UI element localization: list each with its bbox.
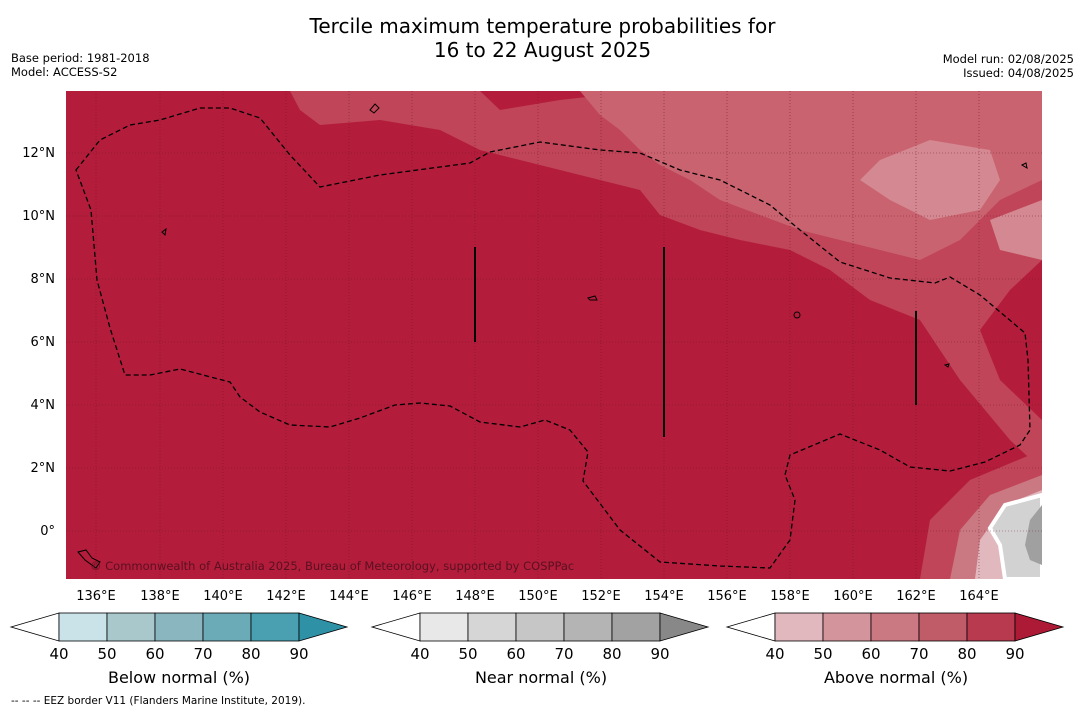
lon-label-140e: 140°E	[203, 589, 243, 604]
lat-label-6n: 6°N	[31, 335, 56, 350]
meta-left: Base period: 1981-2018 Model: ACCESS-S2	[11, 51, 150, 79]
lon-label-152e: 152°E	[581, 589, 621, 604]
eez-note: -- -- -- EEZ border V11 (Flanders Marine…	[11, 695, 306, 707]
near-colorbar-max-arrow	[659, 612, 710, 642]
lon-label-154e: 154°E	[644, 589, 684, 604]
below-colorbar-segment	[154, 612, 204, 642]
copyright-text: © Commonwealth of Australia 2025, Bureau…	[90, 559, 574, 573]
above-normal-label: Above normal (%)	[823, 668, 969, 687]
below-colorbar-segment	[250, 612, 300, 642]
gridlines	[66, 91, 1042, 579]
near-normal-label: Near normal (%)	[474, 668, 608, 687]
near-colorbar-segment	[611, 612, 661, 642]
below-colorbar-min-arrow	[9, 612, 60, 642]
below-colorbar-tick-label: 40	[49, 645, 68, 663]
lon-label-150e: 150°E	[518, 589, 558, 604]
title-line-2: 16 to 22 August 2025	[433, 38, 652, 62]
near-colorbar-segment	[563, 612, 613, 642]
above-50-region-b	[990, 200, 1042, 260]
above-50-region-a	[860, 140, 1000, 220]
title-line-1: Tercile maximum temperature probabilitie…	[309, 14, 776, 38]
above-colorbar-segment	[822, 612, 872, 642]
lon-label-162e: 162°E	[896, 589, 936, 604]
above-colorbar-tick-label: 60	[861, 645, 880, 663]
model-run: Model run: 02/08/2025	[942, 52, 1074, 66]
below-colorbar-tick-label: 80	[241, 645, 260, 663]
colorbars: 40 50 60 70 80 90 40 50 60 70 80 90 40 50 60 70 80 90	[9, 612, 1065, 663]
lon-label-142e: 142°E	[266, 589, 306, 604]
map-title: Tercile maximum temperature probabilitie…	[0, 14, 1085, 62]
near-colorbar-segment	[515, 612, 565, 642]
above-colorbar-tick-label: 90	[1005, 645, 1024, 663]
lon-label-138e: 138°E	[140, 589, 180, 604]
near-colorbar-tick-label: 60	[506, 645, 525, 663]
near-colorbar-tick-label: 40	[410, 645, 429, 663]
near-colorbar-tick-label: 70	[554, 645, 573, 663]
eez-border	[75, 107, 1031, 569]
below-colorbar-tick-label: 70	[193, 645, 212, 663]
below-colorbar-tick-label: 90	[289, 645, 308, 663]
below-colorbar-max-arrow	[298, 612, 349, 642]
above-colorbar-max-arrow	[1014, 612, 1065, 642]
near-colorbar-segment	[419, 612, 469, 642]
below-colorbar: 40 50 60 70 80 90	[9, 612, 349, 663]
lon-label-146e: 146°E	[392, 589, 432, 604]
above-colorbar-tick-label: 80	[957, 645, 976, 663]
near-normal-region	[987, 492, 1042, 579]
lon-label-148e: 148°E	[455, 589, 495, 604]
lon-label-164e: 164°E	[959, 589, 999, 604]
base-period: Base period: 1981-2018	[11, 51, 150, 65]
above-colorbar-tick-label: 70	[909, 645, 928, 663]
above-colorbar-segment	[966, 612, 1016, 642]
near-colorbar: 40 50 60 70 80 90	[370, 612, 710, 663]
below-colorbar-segment	[106, 612, 156, 642]
lat-label-4n: 4°N	[31, 398, 56, 413]
below-colorbar-segment	[58, 612, 108, 642]
below-normal-label: Below normal (%)	[107, 668, 251, 687]
above-colorbar-tick-label: 50	[813, 645, 832, 663]
above-colorbar-tick-label: 40	[765, 645, 784, 663]
above-colorbar-segment	[870, 612, 920, 642]
lat-label-12n: 12°N	[22, 146, 55, 161]
lon-label-136e: 136°E	[76, 589, 116, 604]
islands	[77, 103, 1028, 569]
below-colorbar-segment	[202, 612, 252, 642]
above-colorbar-segment	[918, 612, 968, 642]
lon-label-144e: 144°E	[329, 589, 369, 604]
near-colorbar-tick-label: 50	[458, 645, 477, 663]
near-colorbar-tick-label: 80	[602, 645, 621, 663]
above-colorbar: 40 50 60 70 80 90	[725, 612, 1065, 663]
above-colorbar-segment	[774, 612, 824, 642]
lat-label-0: 0°	[40, 524, 55, 539]
above-colorbar-min-arrow	[725, 612, 776, 642]
near-normal-core	[1025, 505, 1042, 565]
near-colorbar-min-arrow	[370, 612, 421, 642]
model-name: Model: ACCESS-S2	[11, 65, 118, 79]
near-colorbar-tick-label: 90	[650, 645, 669, 663]
latitude-labels: 12°N 10°N 8°N 6°N 4°N 2°N 0°	[22, 146, 55, 539]
meta-right: Model run: 02/08/2025 Issued: 04/08/2025	[943, 52, 1074, 80]
map-area: © Commonwealth of Australia 2025, Bureau…	[66, 91, 1042, 579]
near-colorbar-segment	[467, 612, 517, 642]
lon-label-160e: 160°E	[833, 589, 873, 604]
below-colorbar-tick-label: 60	[145, 645, 164, 663]
longitude-labels: 136°E 138°E 140°E 142°E 144°E 146°E 148°…	[76, 589, 999, 604]
issued-date: Issued: 04/08/2025	[963, 66, 1074, 80]
lat-label-10n: 10°N	[22, 209, 55, 224]
lat-label-8n: 8°N	[31, 272, 56, 287]
below-colorbar-tick-label: 50	[97, 645, 116, 663]
lon-label-156e: 156°E	[707, 589, 747, 604]
lon-label-158e: 158°E	[770, 589, 810, 604]
lat-label-2n: 2°N	[31, 461, 56, 476]
